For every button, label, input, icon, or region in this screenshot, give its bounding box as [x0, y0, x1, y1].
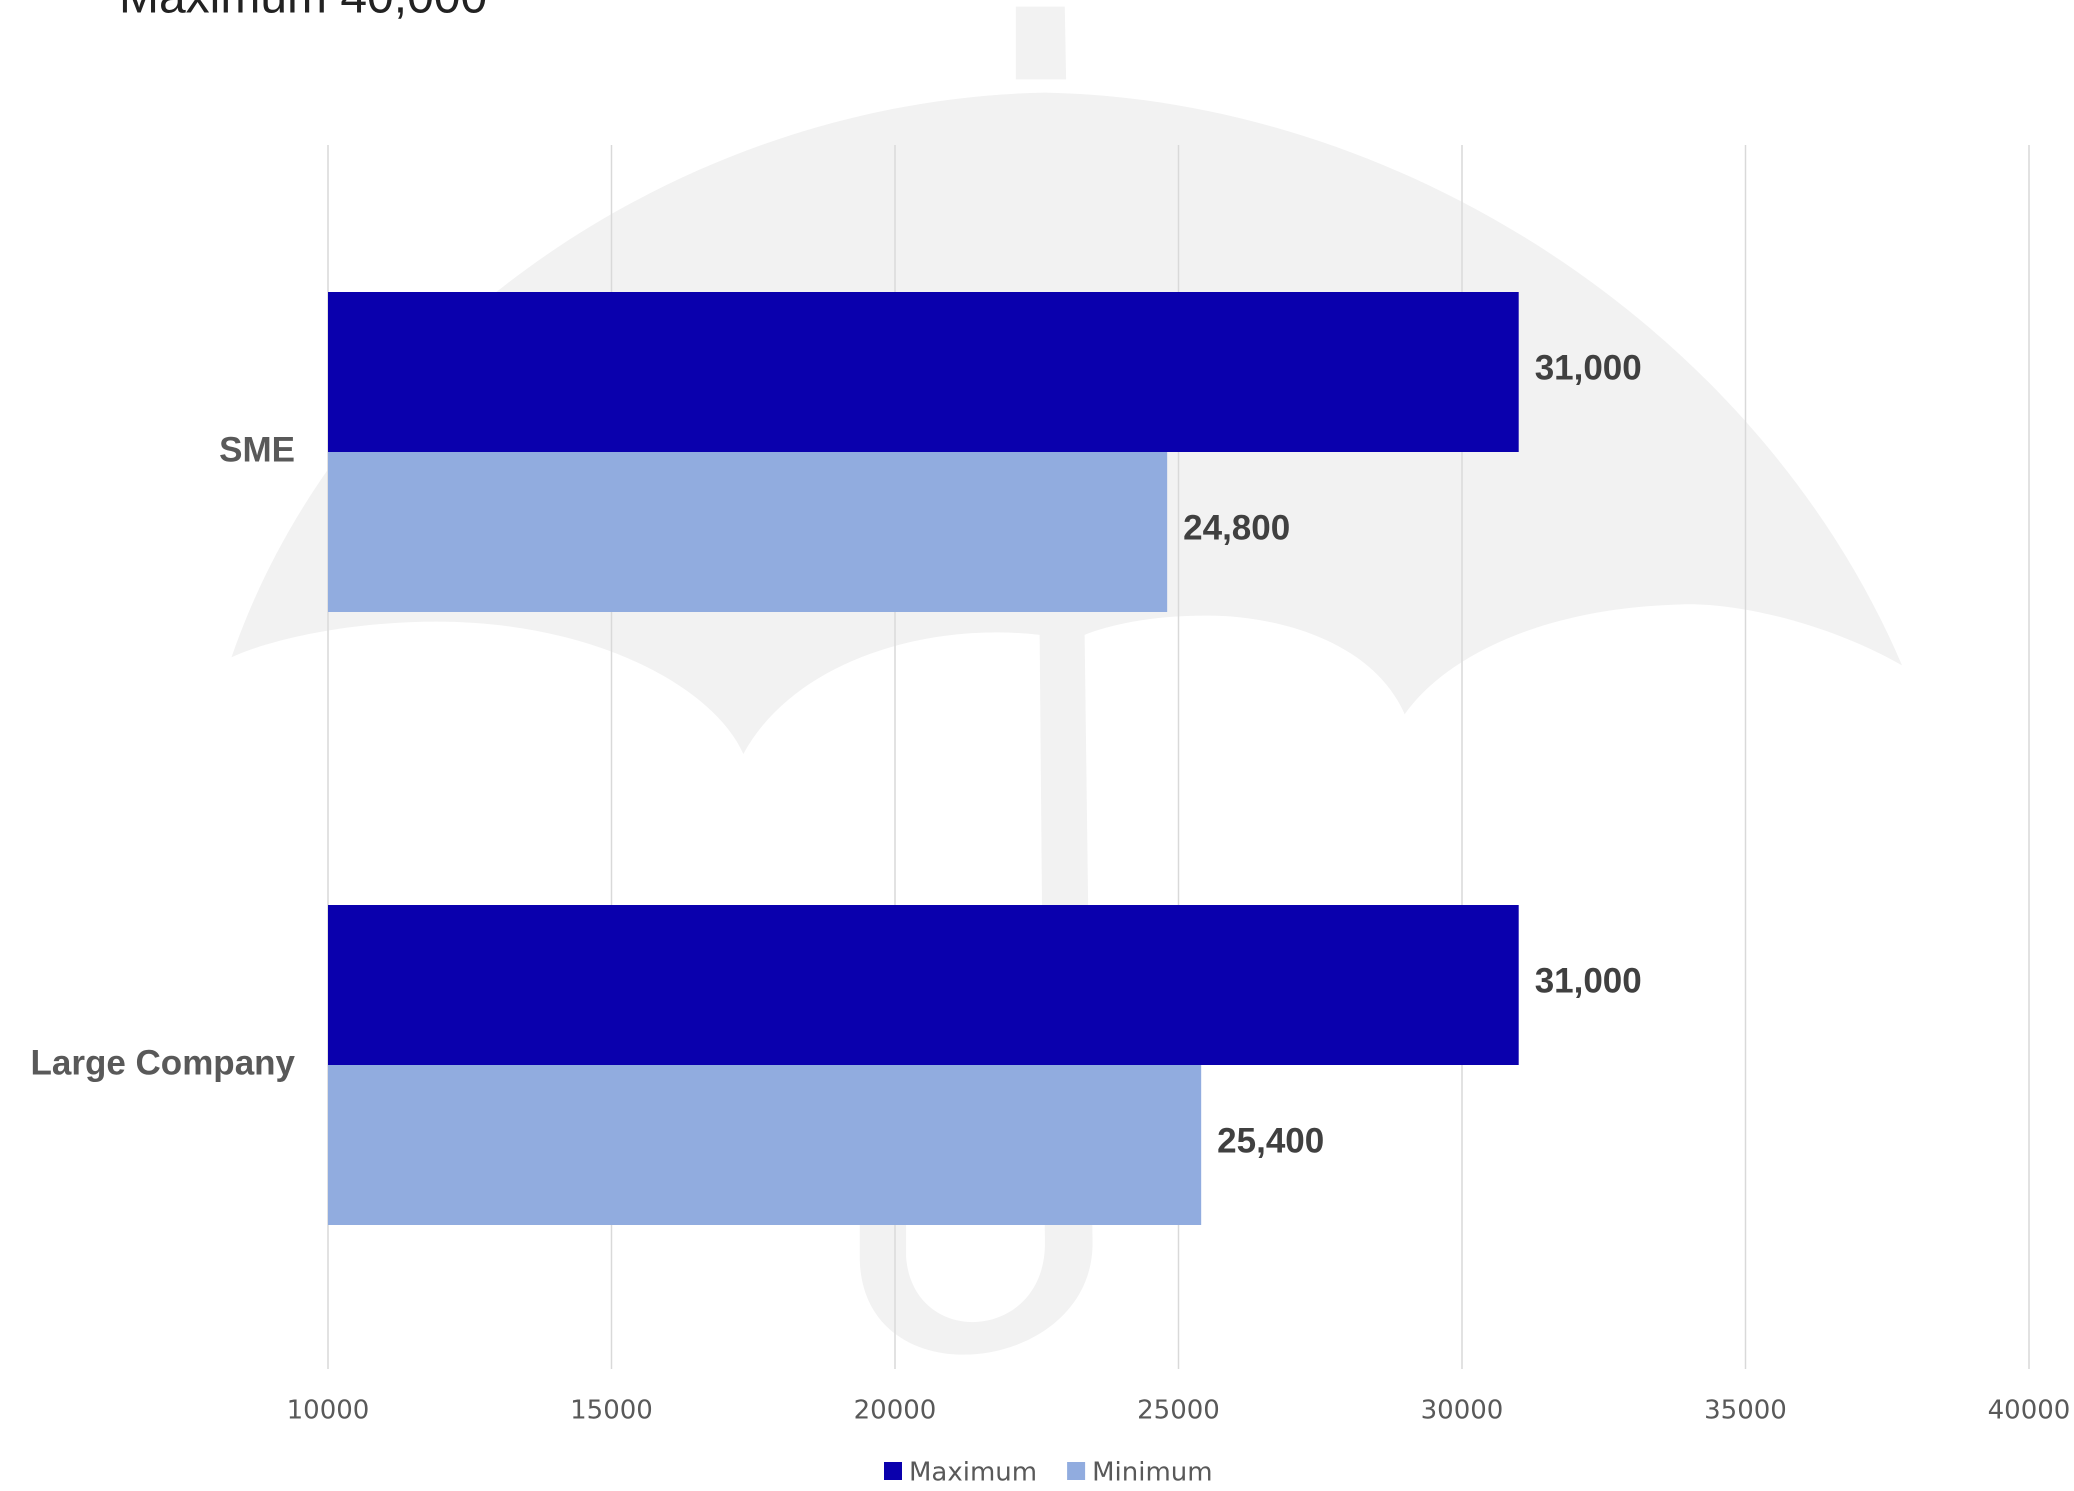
category-label: SME	[219, 430, 295, 469]
bar	[328, 1065, 1202, 1225]
x-tick-label: 15000	[570, 1396, 653, 1426]
x-tick-label: 35000	[1704, 1396, 1787, 1426]
annotation: Maximum 40,000	[119, 0, 487, 24]
x-tick-label: 30000	[1421, 1396, 1504, 1426]
category-label: Large Company	[31, 1043, 296, 1082]
legend-label: Minimum	[1092, 1458, 1213, 1488]
x-tick-label: 25000	[1137, 1396, 1220, 1426]
value-label: 25,400	[1217, 1121, 1324, 1160]
legend-swatch	[884, 1462, 902, 1480]
bar	[328, 905, 1519, 1065]
legend-label: Maximum	[909, 1458, 1037, 1488]
legend-swatch	[1067, 1462, 1086, 1480]
x-tick-label: 40000	[1988, 1396, 2071, 1426]
bar	[328, 452, 1168, 612]
bar	[328, 292, 1519, 452]
value-label: 31,000	[1535, 961, 1642, 1000]
value-label: 31,000	[1535, 348, 1642, 387]
x-tick-label: 20000	[854, 1396, 937, 1426]
x-tick-label: 10000	[287, 1396, 370, 1426]
value-label: 24,800	[1183, 508, 1290, 547]
